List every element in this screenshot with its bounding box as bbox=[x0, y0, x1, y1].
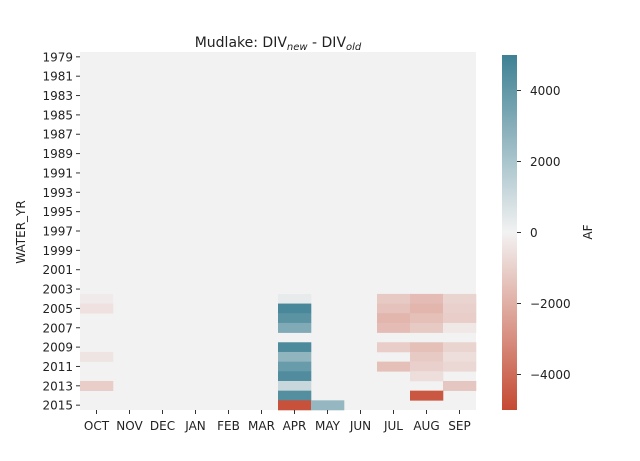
heatmap-cell bbox=[278, 322, 312, 333]
x-tick-label: AUG bbox=[413, 419, 439, 433]
heatmap-cell bbox=[377, 303, 411, 314]
heatmap-cell bbox=[278, 380, 312, 391]
heatmap-cell bbox=[80, 351, 114, 362]
heatmap-cell bbox=[377, 322, 411, 333]
heatmap-cell bbox=[278, 390, 312, 401]
heatmap-cell bbox=[377, 342, 411, 353]
heatmap-cell bbox=[377, 313, 411, 324]
y-tick-label: 1983 bbox=[42, 89, 73, 103]
title-middle: - DIV bbox=[308, 35, 347, 51]
heatmap-cell bbox=[443, 351, 477, 362]
chart-title: Mudlake: DIVnew - DIVold bbox=[195, 35, 362, 53]
heatmap-cell bbox=[278, 342, 312, 353]
x-tick-label: FEB bbox=[217, 419, 240, 433]
heatmap-cell bbox=[443, 322, 477, 333]
heatmap-cell bbox=[377, 361, 411, 372]
title-sub-new: new bbox=[287, 42, 308, 53]
x-tick-label: MAR bbox=[248, 419, 275, 433]
heatmap-cell bbox=[278, 361, 312, 372]
heatmap-cell bbox=[278, 400, 312, 411]
x-tick-label: NOV bbox=[116, 419, 143, 433]
heatmap-cell bbox=[80, 380, 114, 391]
heatmap-cell bbox=[410, 313, 444, 324]
heatmap-cell bbox=[410, 351, 444, 362]
heatmap-cell bbox=[278, 313, 312, 324]
colorbar bbox=[502, 55, 517, 410]
colorbar-tick-label: −4000 bbox=[530, 368, 571, 382]
y-tick-label: 2011 bbox=[42, 360, 73, 374]
colorbar-tick-label: 2000 bbox=[530, 155, 561, 169]
x-axis: OCT NOV DEC JAN FEB MAR APR MAY JUN JUL AUG SEP bbox=[84, 410, 471, 433]
colorbar-tick-label: 4000 bbox=[530, 84, 561, 98]
y-tick-label: 2009 bbox=[42, 341, 73, 355]
y-tick-label: 1989 bbox=[42, 147, 73, 161]
heatmap-cell bbox=[410, 371, 444, 382]
heatmap-cell bbox=[443, 293, 477, 304]
heatmap-cell bbox=[443, 303, 477, 314]
title-sub-old: old bbox=[346, 42, 362, 53]
colorbar-tick-label: 0 bbox=[530, 226, 538, 240]
heatmap-cell bbox=[80, 303, 114, 314]
y-tick-label: 1979 bbox=[42, 50, 73, 64]
y-tick-label: 1997 bbox=[42, 225, 73, 239]
heatmap-cell bbox=[410, 303, 444, 314]
heatmap-cell bbox=[311, 400, 345, 411]
x-tick-label: OCT bbox=[84, 419, 110, 433]
colorbar-ticks: 4000 2000 0 −2000 −4000 bbox=[517, 84, 571, 382]
heatmap-cell bbox=[80, 293, 114, 304]
y-tick-label: 1999 bbox=[42, 244, 73, 258]
y-tick-label: 2015 bbox=[42, 399, 73, 413]
x-tick-label: APR bbox=[283, 419, 307, 433]
y-tick-label: 2007 bbox=[42, 321, 73, 335]
y-tick-label: 1993 bbox=[42, 186, 73, 200]
colorbar-label: AF bbox=[581, 224, 595, 239]
y-axis: 1979 1981 1983 1985 1987 1989 1991 1993 1995 1997… bbox=[42, 50, 80, 413]
heatmap-cell bbox=[278, 371, 312, 382]
x-tick-label: JUL bbox=[383, 419, 403, 433]
heatmap-cell bbox=[278, 303, 312, 314]
y-tick-label: 1987 bbox=[42, 128, 73, 142]
y-tick-label: 2013 bbox=[42, 379, 73, 393]
x-tick-label: DEC bbox=[150, 419, 175, 433]
y-axis-label: WATER_YR bbox=[14, 200, 28, 263]
heatmap-cell bbox=[377, 293, 411, 304]
colorbar-tick-label: −2000 bbox=[530, 297, 571, 311]
x-tick-label: JAN bbox=[184, 419, 206, 433]
y-tick-label: 2003 bbox=[42, 283, 73, 297]
heatmap-cell bbox=[443, 380, 477, 391]
y-tick-label: 1995 bbox=[42, 205, 73, 219]
title-prefix: Mudlake: DIV bbox=[195, 35, 288, 51]
x-tick-label: JUN bbox=[349, 419, 371, 433]
y-tick-label: 2005 bbox=[42, 302, 73, 316]
heatmap-cell bbox=[410, 293, 444, 304]
y-tick-label: 2001 bbox=[42, 263, 73, 277]
y-tick-label: 1981 bbox=[42, 70, 73, 84]
y-tick-label: 1985 bbox=[42, 108, 73, 122]
heatmap-cell bbox=[410, 342, 444, 353]
heatmap-cell bbox=[410, 390, 444, 401]
y-tick-label: 1991 bbox=[42, 166, 73, 180]
heatmap-cell bbox=[443, 361, 477, 372]
x-tick-label: MAY bbox=[315, 419, 341, 433]
heatmap-cell bbox=[410, 322, 444, 333]
heatmap-cell bbox=[443, 313, 477, 324]
heatmap-cells bbox=[80, 52, 477, 411]
heatmap-cell bbox=[278, 293, 312, 304]
heatmap-cell bbox=[410, 361, 444, 372]
heatmap-cell bbox=[443, 342, 477, 353]
x-tick-label: SEP bbox=[448, 419, 470, 433]
heatmap-cell bbox=[278, 351, 312, 362]
